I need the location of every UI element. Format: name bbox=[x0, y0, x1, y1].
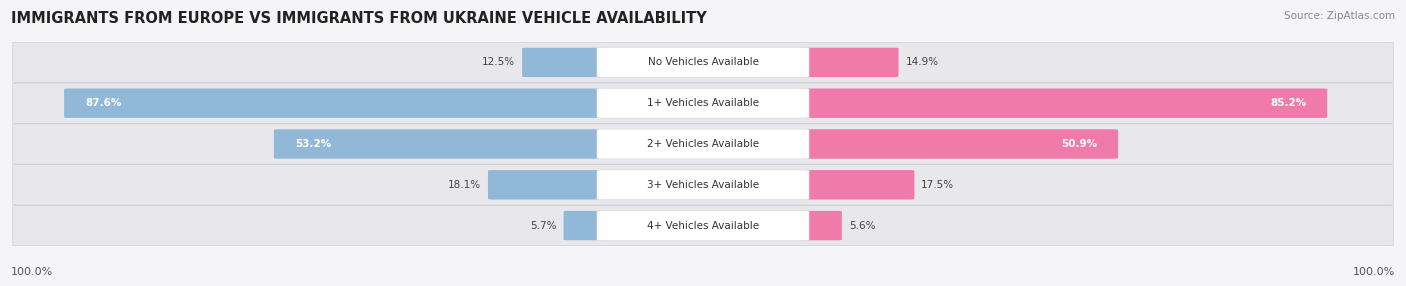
Text: Source: ZipAtlas.com: Source: ZipAtlas.com bbox=[1284, 11, 1395, 21]
Text: 17.5%: 17.5% bbox=[921, 180, 955, 190]
Text: 100.0%: 100.0% bbox=[11, 267, 53, 277]
Text: 4+ Vehicles Available: 4+ Vehicles Available bbox=[647, 221, 759, 231]
FancyBboxPatch shape bbox=[13, 165, 1393, 205]
Text: 100.0%: 100.0% bbox=[1353, 267, 1395, 277]
FancyBboxPatch shape bbox=[598, 88, 808, 118]
Text: 12.5%: 12.5% bbox=[482, 57, 515, 67]
FancyBboxPatch shape bbox=[800, 88, 1327, 118]
FancyBboxPatch shape bbox=[13, 205, 1393, 246]
Text: 85.2%: 85.2% bbox=[1270, 98, 1306, 108]
FancyBboxPatch shape bbox=[598, 211, 808, 241]
Text: 5.7%: 5.7% bbox=[530, 221, 557, 231]
FancyBboxPatch shape bbox=[13, 42, 1393, 83]
Text: 2+ Vehicles Available: 2+ Vehicles Available bbox=[647, 139, 759, 149]
Text: 50.9%: 50.9% bbox=[1062, 139, 1097, 149]
FancyBboxPatch shape bbox=[65, 88, 606, 118]
FancyBboxPatch shape bbox=[800, 170, 914, 200]
FancyBboxPatch shape bbox=[800, 48, 898, 77]
Text: IMMIGRANTS FROM EUROPE VS IMMIGRANTS FROM UKRAINE VEHICLE AVAILABILITY: IMMIGRANTS FROM EUROPE VS IMMIGRANTS FRO… bbox=[11, 11, 707, 26]
FancyBboxPatch shape bbox=[274, 129, 606, 159]
Text: 14.9%: 14.9% bbox=[905, 57, 939, 67]
Text: No Vehicles Available: No Vehicles Available bbox=[648, 57, 758, 67]
FancyBboxPatch shape bbox=[598, 129, 808, 159]
Text: 3+ Vehicles Available: 3+ Vehicles Available bbox=[647, 180, 759, 190]
FancyBboxPatch shape bbox=[800, 211, 842, 240]
Text: 1+ Vehicles Available: 1+ Vehicles Available bbox=[647, 98, 759, 108]
FancyBboxPatch shape bbox=[598, 47, 808, 77]
Text: 87.6%: 87.6% bbox=[84, 98, 121, 108]
FancyBboxPatch shape bbox=[13, 124, 1393, 164]
Text: 18.1%: 18.1% bbox=[449, 180, 481, 190]
FancyBboxPatch shape bbox=[488, 170, 606, 200]
FancyBboxPatch shape bbox=[598, 170, 808, 200]
FancyBboxPatch shape bbox=[564, 211, 606, 240]
FancyBboxPatch shape bbox=[13, 83, 1393, 123]
Text: 5.6%: 5.6% bbox=[849, 221, 875, 231]
Text: 53.2%: 53.2% bbox=[295, 139, 330, 149]
FancyBboxPatch shape bbox=[522, 48, 606, 77]
FancyBboxPatch shape bbox=[800, 129, 1118, 159]
